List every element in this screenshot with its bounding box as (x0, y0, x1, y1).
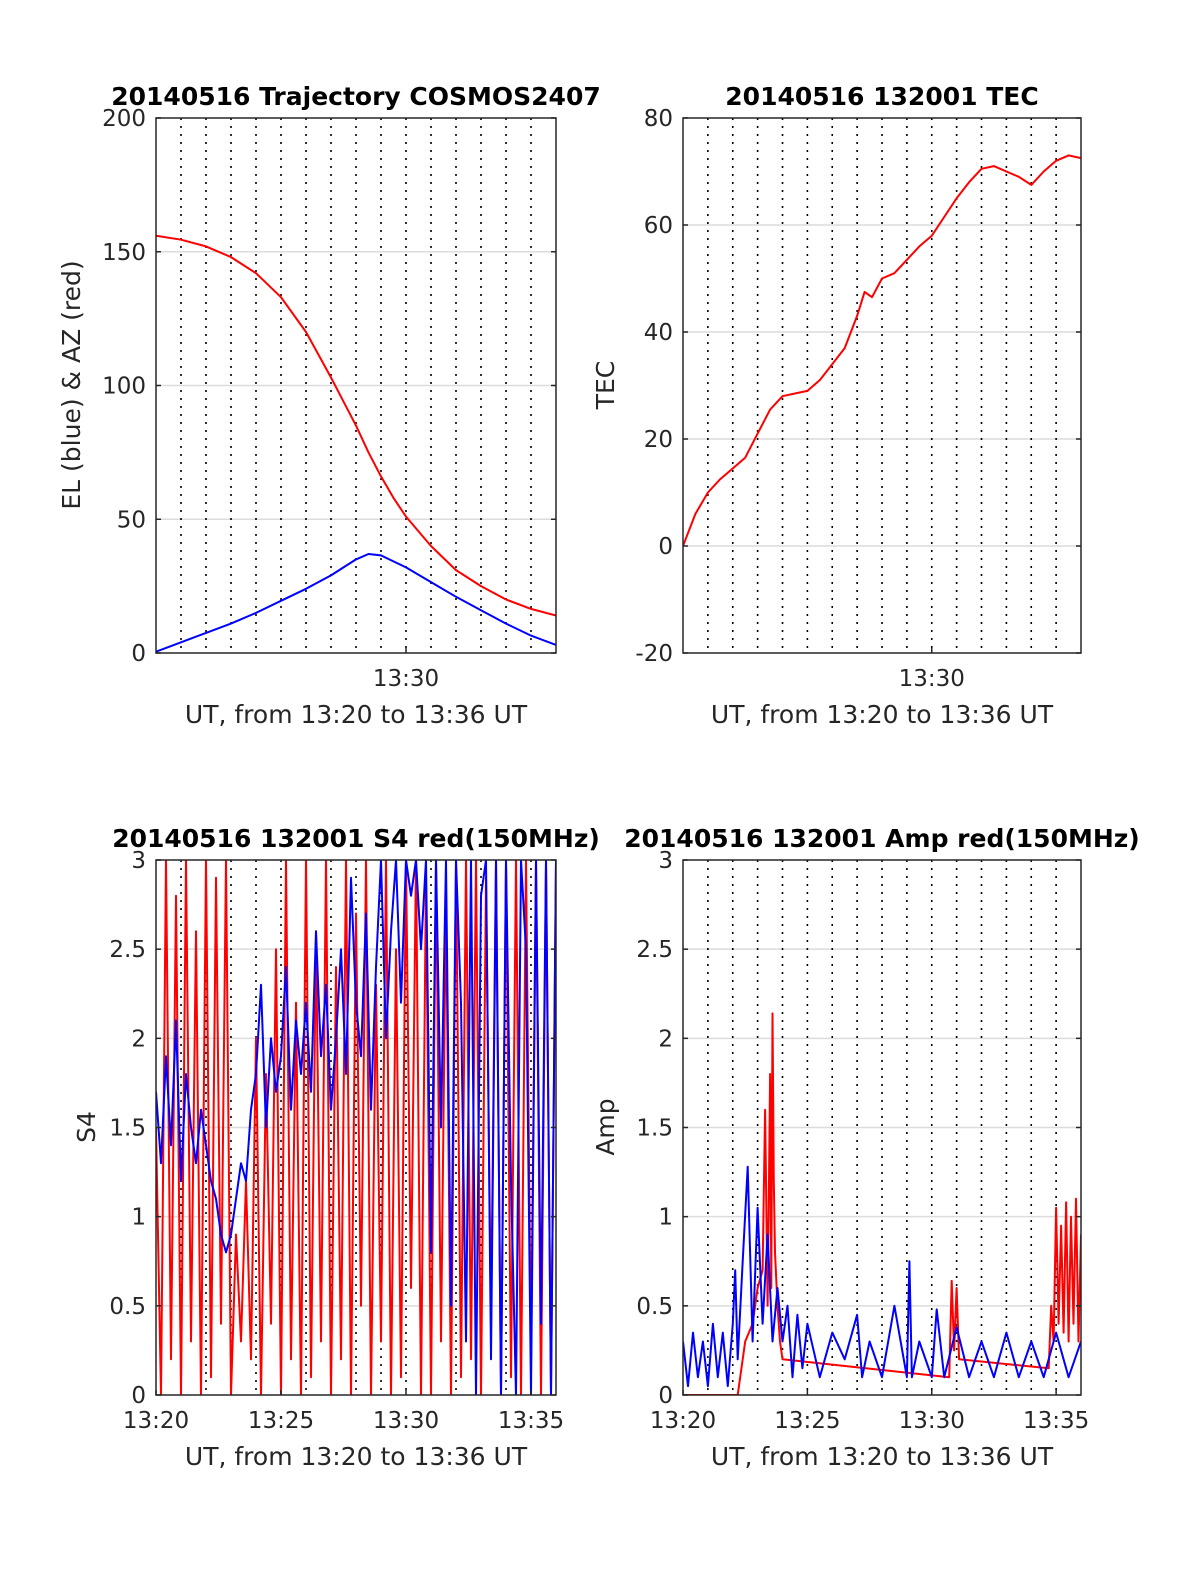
s4-axes: 0 0.5 1 1.5 2 2.5 3 13:20 13:25 13:30 13:35 2014051… (72, 824, 600, 1471)
amp-ytick-label: 2.5 (636, 937, 673, 963)
amp-ytick-label: 1 (658, 1205, 673, 1231)
tec-ytick-label: -20 (635, 641, 673, 667)
s4-ytick-label: 2.5 (109, 937, 146, 963)
trajectory-ylabel: EL (blue) & AZ (red) (57, 260, 86, 509)
trajectory-series-az (156, 234, 556, 617)
tec-xlabel: UT, from 13:20 to 13:36 UT (711, 700, 1054, 729)
tec-ytick-label: 0 (658, 534, 673, 560)
amp-axes: 0 0.5 1 1.5 2 2.5 3 13:20 13:25 13:30 13:35 2014051… (591, 824, 1140, 1471)
amp-ytick-label: 2 (658, 1026, 673, 1052)
s4-xtick-label: 13:20 (123, 1408, 189, 1434)
trajectory-xtick-label: 13:30 (373, 666, 439, 692)
s4-title: 20140516 132001 S4 red(150MHz) (112, 824, 600, 853)
tec-ytick-label: 80 (644, 106, 673, 132)
tec-ytick-label: 60 (644, 213, 673, 239)
trajectory-series-el (156, 553, 556, 653)
s4-ytick-label: 2 (131, 1026, 146, 1052)
tec-axes-box (682, 117, 1082, 654)
tec-xtick-label: 13:30 (899, 666, 965, 692)
s4-xtick-label: 13:30 (373, 1408, 439, 1434)
s4-ylabel: S4 (72, 1111, 101, 1143)
s4-ytick-label: 0 (131, 1383, 146, 1409)
amp-series-150mhz (683, 1012, 1081, 1395)
trajectory-ytick-label: 200 (102, 106, 146, 132)
amp-ytick-label: 0.5 (636, 1294, 673, 1320)
tec-axes: -20 0 20 40 60 80 13:30 20140516 132001 TEC UT, … (591, 82, 1082, 729)
s4-ytick-label: 3 (131, 848, 146, 874)
s4-xlabel: UT, from 13:20 to 13:36 UT (185, 1442, 528, 1471)
trajectory-title: 20140516 Trajectory COSMOS2407 (111, 82, 601, 111)
amp-xtick-label: 13:25 (774, 1408, 840, 1434)
s4-xtick-label: 13:25 (248, 1408, 314, 1434)
amp-ylabel: Amp (591, 1098, 620, 1155)
tec-title: 20140516 132001 TEC (725, 82, 1038, 111)
amp-series-blue (683, 1165, 1081, 1388)
s4-xtick-label: 13:35 (498, 1408, 564, 1434)
amp-ytick-label: 0 (658, 1383, 673, 1409)
trajectory-ytick-label: 100 (102, 374, 146, 400)
amp-title: 20140516 132001 Amp red(150MHz) (624, 824, 1140, 853)
amp-xtick-label: 13:30 (899, 1408, 965, 1434)
amp-ytick-label: 1.5 (636, 1116, 673, 1142)
trajectory-ytick-label: 50 (117, 507, 146, 533)
s4-ytick-label: 1.5 (109, 1116, 146, 1142)
amp-xtick-label: 13:20 (650, 1408, 716, 1434)
tec-ytick-label: 40 (644, 320, 673, 346)
trajectory-xlabel: UT, from 13:20 to 13:36 UT (185, 700, 528, 729)
s4-series-blue (156, 860, 556, 1395)
amp-xlabel: UT, from 13:20 to 13:36 UT (711, 1442, 1054, 1471)
s4-ytick-label: 0.5 (109, 1294, 146, 1320)
trajectory-ytick-label: 0 (131, 641, 146, 667)
amp-xtick-label: 13:35 (1023, 1408, 1089, 1434)
trajectory-axes: 0 50 100 150 200 13:30 20140516 Trajectory COS… (57, 82, 601, 729)
trajectory-ytick-label: 150 (102, 240, 146, 266)
tec-series-tec (683, 154, 1081, 547)
s4-ytick-label: 1 (131, 1205, 146, 1231)
tec-ylabel: TEC (591, 361, 620, 411)
amp-ytick-label: 3 (658, 848, 673, 874)
tec-ytick-label: 20 (644, 427, 673, 453)
